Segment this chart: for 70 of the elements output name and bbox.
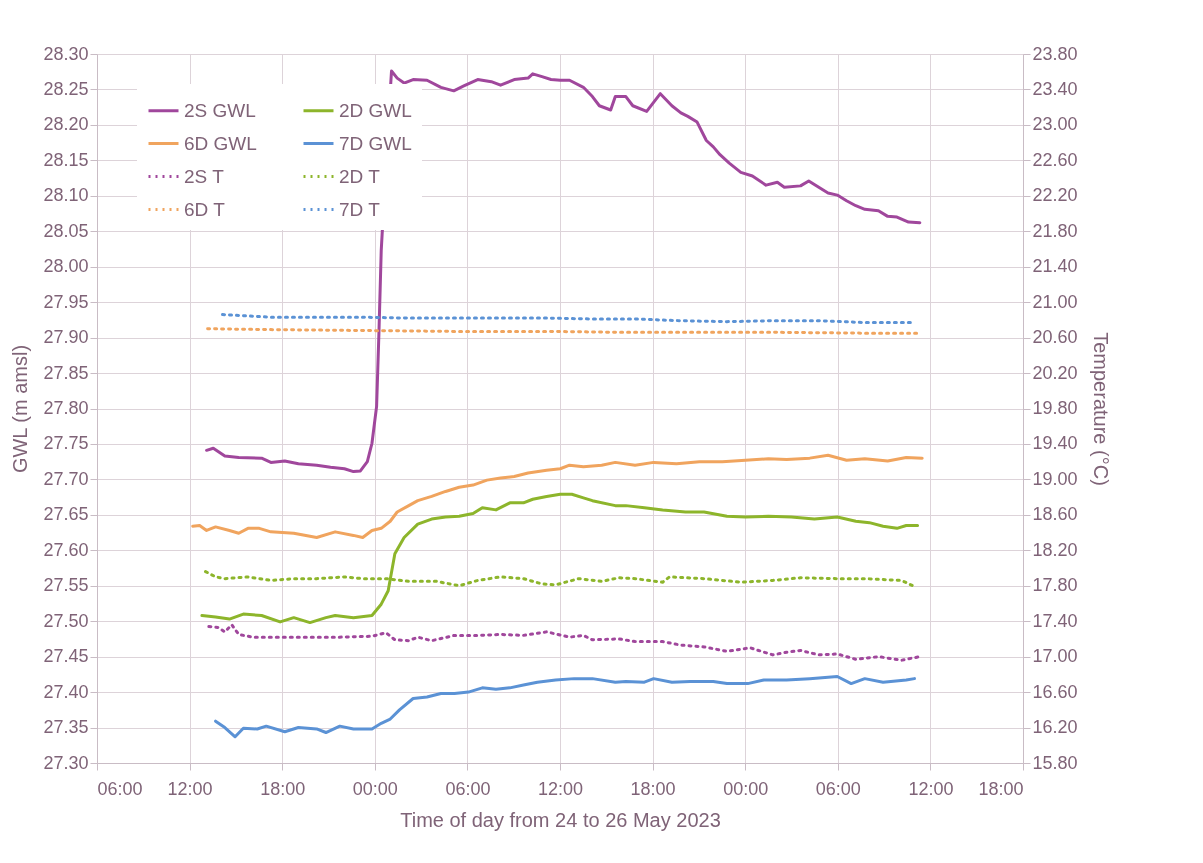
y-tick-label: 28.30 [43, 43, 89, 64]
y2-tick-label: 15.80 [1032, 752, 1078, 773]
line-series [214, 675, 916, 739]
y2-tick-label: 19.40 [1032, 433, 1078, 454]
line-series [200, 492, 920, 625]
x-tick-label: 18:00 [978, 778, 1024, 799]
y2-tick-label: 21.40 [1032, 256, 1078, 277]
y-tick-label: 27.60 [43, 539, 89, 560]
x-tick-label: 18:00 [630, 778, 676, 799]
y-tick-label: 28.05 [43, 220, 89, 241]
legend-label: 2D GWL [339, 99, 412, 121]
y-tick-label: 27.70 [43, 468, 89, 489]
y2-tick-label: 23.80 [1032, 43, 1078, 64]
y-tick-label: 27.45 [43, 646, 89, 667]
y-tick-label: 28.00 [43, 256, 89, 277]
legend-label: 2D T [339, 165, 381, 187]
y-tick-label: 28.10 [43, 185, 89, 206]
x-tick-label: 06:00 [815, 778, 861, 799]
y-tick-label: 27.80 [43, 398, 89, 418]
y-tick-label: 27.85 [43, 362, 89, 383]
line-series [207, 623, 922, 662]
legend-label: 2S T [184, 165, 225, 187]
y-tick-label: 27.55 [43, 575, 89, 596]
x-tick-label: 06:00 [97, 778, 143, 799]
y2-tick-label: 23.40 [1032, 78, 1078, 99]
x-tick-label: 00:00 [352, 778, 398, 799]
y2-tick-label: 17.80 [1032, 575, 1078, 596]
x-tick-label: 12:00 [537, 778, 584, 799]
y2-tick-label: 19.00 [1032, 468, 1078, 489]
x-tick-label: 12:00 [167, 778, 213, 799]
x-tick-label: 06:00 [445, 778, 491, 799]
x-tick-label: 00:00 [723, 778, 769, 799]
line-series [221, 313, 915, 325]
y2-tick-label: 17.40 [1032, 610, 1078, 631]
y2-tick-label: 21.00 [1032, 291, 1078, 312]
y2-tick-label: 19.80 [1032, 398, 1078, 418]
y-tick-label: 28.15 [43, 149, 89, 170]
y-tick-label: 27.40 [43, 681, 89, 702]
legend-label: 7D GWL [339, 132, 412, 154]
y2-tick-label: 16.60 [1032, 681, 1078, 702]
y2-tick-label: 22.60 [1032, 149, 1078, 170]
y-tick-label: 27.75 [43, 433, 89, 454]
y-tick-label: 27.65 [43, 504, 89, 525]
legend-label: 2S GWL [184, 99, 256, 121]
line-series [204, 570, 915, 588]
x-tick-label: 18:00 [260, 778, 306, 799]
y-tick-label: 27.95 [43, 291, 89, 312]
y2-tick-label: 21.80 [1032, 220, 1078, 241]
y-tick-label: 28.25 [43, 78, 89, 99]
y2-tick-label: 22.20 [1032, 185, 1078, 206]
y-tick-label: 27.90 [43, 327, 89, 348]
y2-tick-label: 18.60 [1032, 504, 1078, 525]
x-axis-title: Time of day from 24 to 26 May 2023 [400, 808, 721, 831]
y2-tick-label: 20.60 [1032, 327, 1078, 348]
y2-tick-label: 23.00 [1032, 114, 1078, 135]
y-tick-label: 27.30 [43, 752, 89, 773]
y-tick-label: 28.20 [43, 114, 89, 135]
y-tick-label: 27.35 [43, 717, 89, 738]
y2-tick-label: 17.00 [1032, 646, 1078, 667]
legend-label: 6D GWL [184, 132, 257, 154]
line-series [191, 453, 924, 540]
legend-label: 7D T [339, 198, 381, 220]
y2-axis-title: Temperature (°C) [1089, 332, 1112, 486]
x-tick-label: 12:00 [908, 778, 954, 799]
y-axis-title: GWL (m amsl) [9, 344, 32, 474]
y2-tick-label: 18.20 [1032, 539, 1078, 560]
y-tick-label: 27.50 [43, 610, 89, 631]
y2-tick-label: 16.20 [1032, 717, 1078, 738]
y2-tick-label: 20.20 [1032, 362, 1078, 383]
legend-label: 6D T [184, 198, 226, 220]
